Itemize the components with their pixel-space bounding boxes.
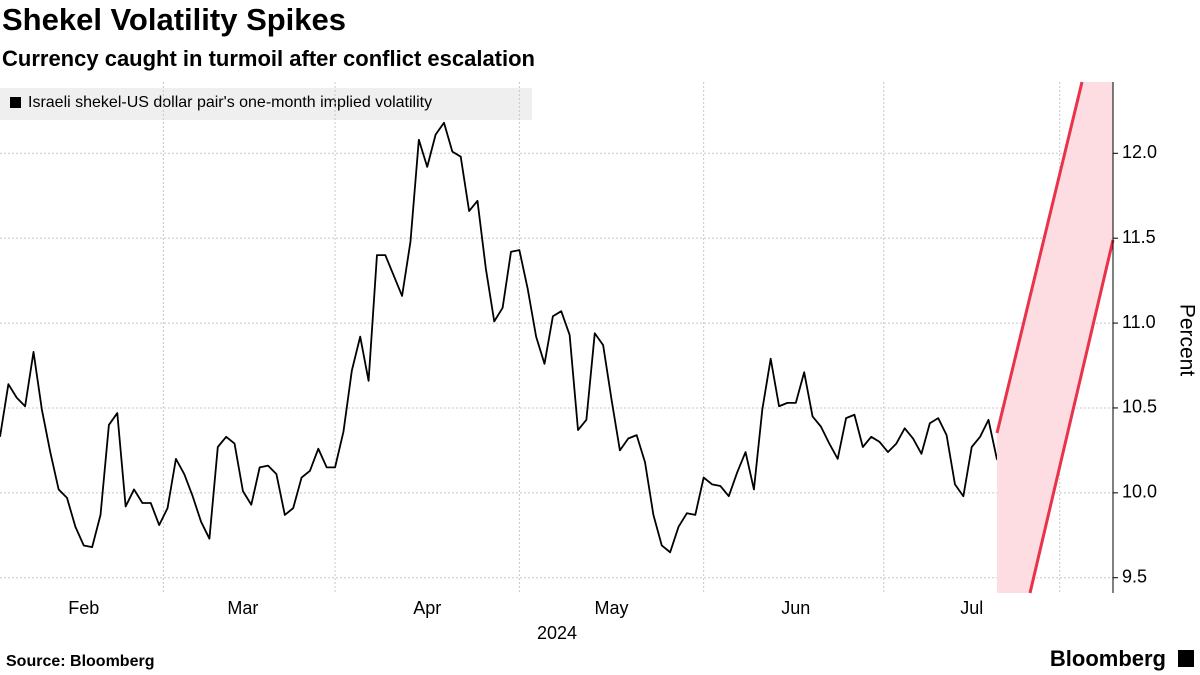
y-tick-label: 12.0 — [1122, 142, 1157, 162]
y-tick-label: 10.0 — [1122, 482, 1157, 502]
logo-icon — [1178, 650, 1194, 667]
y-tick-label: 10.5 — [1122, 397, 1157, 417]
y-tick-label: 11.0 — [1122, 312, 1156, 332]
y-tick-label: 9.5 — [1122, 566, 1147, 586]
y-tick-label: 11.5 — [1122, 227, 1156, 247]
legend-label: Israeli shekel-US dollar pair's one-mont… — [28, 94, 432, 111]
data-line — [0, 121, 1090, 554]
highlight-band — [997, 82, 1113, 593]
chart-title: Shekel Volatility Spikes — [2, 2, 346, 37]
x-tick-label: May — [595, 598, 629, 618]
x-tick-label: Feb — [68, 598, 99, 618]
x-tick-label: Mar — [227, 598, 258, 618]
trend-line-upper — [995, 81, 1084, 434]
y-axis-title: Percent — [1175, 304, 1198, 377]
legend-box — [0, 88, 532, 120]
logo: Bloomberg — [1050, 646, 1166, 671]
legend-swatch — [10, 97, 21, 108]
x-tick-label: Jul — [960, 598, 983, 618]
x-axis-title: 2024 — [537, 623, 577, 643]
x-tick-label: Jun — [781, 598, 810, 618]
x-tick-label: Apr — [413, 598, 441, 618]
source-note: Source: Bloomberg — [6, 653, 154, 670]
trend-line-lower — [1028, 239, 1115, 594]
chart-subtitle: Currency caught in turmoil after conflic… — [2, 46, 535, 71]
